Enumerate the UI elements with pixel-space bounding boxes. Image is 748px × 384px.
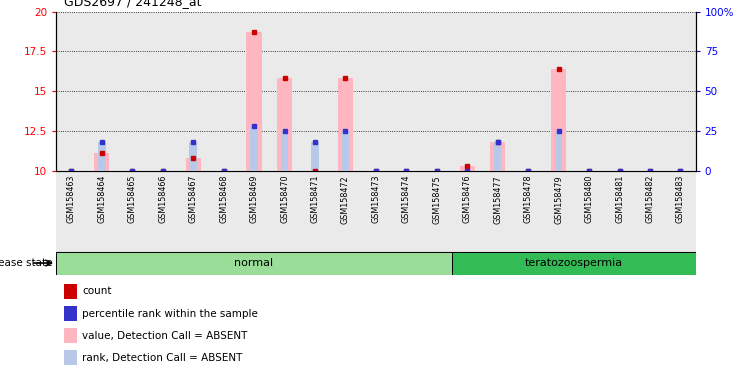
Bar (635, 12, 665, 171)
Text: teratozoospermia: teratozoospermia (525, 258, 623, 268)
Bar (543, 12, 574, 171)
Bar (147, 12, 178, 171)
Bar (56, 171, 87, 252)
Bar (543, 171, 574, 252)
Bar (87, 171, 117, 252)
Bar (422, 12, 452, 171)
Bar (459, 166, 475, 171)
Bar (94, 153, 109, 171)
Text: GSM158479: GSM158479 (554, 175, 563, 223)
Bar (361, 171, 391, 252)
Bar (98, 142, 105, 171)
Bar (300, 171, 330, 252)
Bar (280, 131, 288, 171)
Bar (342, 131, 349, 171)
Bar (178, 171, 209, 252)
Text: GSM158481: GSM158481 (615, 175, 624, 223)
Bar (574, 12, 604, 171)
Bar (635, 171, 665, 252)
Bar (452, 252, 696, 275)
Bar (209, 171, 239, 252)
Text: GSM158477: GSM158477 (493, 175, 502, 223)
Bar (300, 12, 330, 171)
Bar (555, 131, 562, 171)
Bar (604, 171, 635, 252)
Bar (361, 12, 391, 171)
Bar (338, 78, 353, 171)
Bar (513, 12, 543, 171)
Text: normal: normal (234, 258, 274, 268)
Bar (117, 171, 147, 252)
Text: GDS2697 / 241248_at: GDS2697 / 241248_at (64, 0, 201, 8)
Bar (189, 142, 197, 171)
Bar (604, 12, 635, 171)
Text: GSM158476: GSM158476 (463, 175, 472, 223)
Bar (147, 171, 178, 252)
Bar (269, 12, 300, 171)
Text: GSM158472: GSM158472 (341, 175, 350, 223)
Text: GSM158466: GSM158466 (158, 175, 168, 223)
Text: GSM158473: GSM158473 (371, 175, 381, 223)
Bar (391, 171, 422, 252)
Bar (251, 126, 258, 171)
Bar (186, 158, 200, 171)
Bar (269, 171, 300, 252)
Bar (513, 171, 543, 252)
Bar (56, 252, 452, 275)
Text: GSM158471: GSM158471 (310, 175, 319, 223)
Bar (87, 12, 117, 171)
Text: GSM158468: GSM158468 (219, 175, 228, 223)
Bar (482, 12, 513, 171)
Text: GSM158469: GSM158469 (250, 175, 259, 223)
Text: rank, Detection Call = ABSENT: rank, Detection Call = ABSENT (82, 353, 242, 363)
Bar (330, 171, 361, 252)
Bar (56, 12, 87, 171)
Text: count: count (82, 286, 111, 296)
Text: GSM158483: GSM158483 (676, 175, 685, 223)
Bar (239, 12, 269, 171)
Text: percentile rank within the sample: percentile rank within the sample (82, 308, 258, 319)
Bar (178, 12, 209, 171)
Bar (452, 171, 482, 252)
Bar (482, 171, 513, 252)
Bar (209, 12, 239, 171)
Bar (391, 12, 422, 171)
Bar (246, 32, 262, 171)
Bar (574, 171, 604, 252)
Bar (422, 171, 452, 252)
Text: GSM158470: GSM158470 (280, 175, 289, 223)
Bar (239, 171, 269, 252)
Text: disease state: disease state (0, 258, 52, 268)
Text: value, Detection Call = ABSENT: value, Detection Call = ABSENT (82, 331, 248, 341)
Text: GSM158467: GSM158467 (188, 175, 197, 223)
Bar (330, 12, 361, 171)
Text: GSM158478: GSM158478 (524, 175, 533, 223)
Text: GSM158464: GSM158464 (97, 175, 106, 223)
Text: GSM158474: GSM158474 (402, 175, 411, 223)
Bar (277, 78, 292, 171)
Bar (117, 12, 147, 171)
Text: GSM158482: GSM158482 (646, 175, 654, 223)
Bar (490, 142, 506, 171)
Bar (665, 12, 696, 171)
Bar (494, 142, 501, 171)
Bar (311, 142, 319, 171)
Text: GSM158465: GSM158465 (128, 175, 137, 223)
Bar (551, 69, 566, 171)
Bar (665, 171, 696, 252)
Text: GSM158480: GSM158480 (584, 175, 594, 223)
Bar (452, 12, 482, 171)
Text: GSM158463: GSM158463 (67, 175, 76, 223)
Text: GSM158475: GSM158475 (432, 175, 441, 223)
